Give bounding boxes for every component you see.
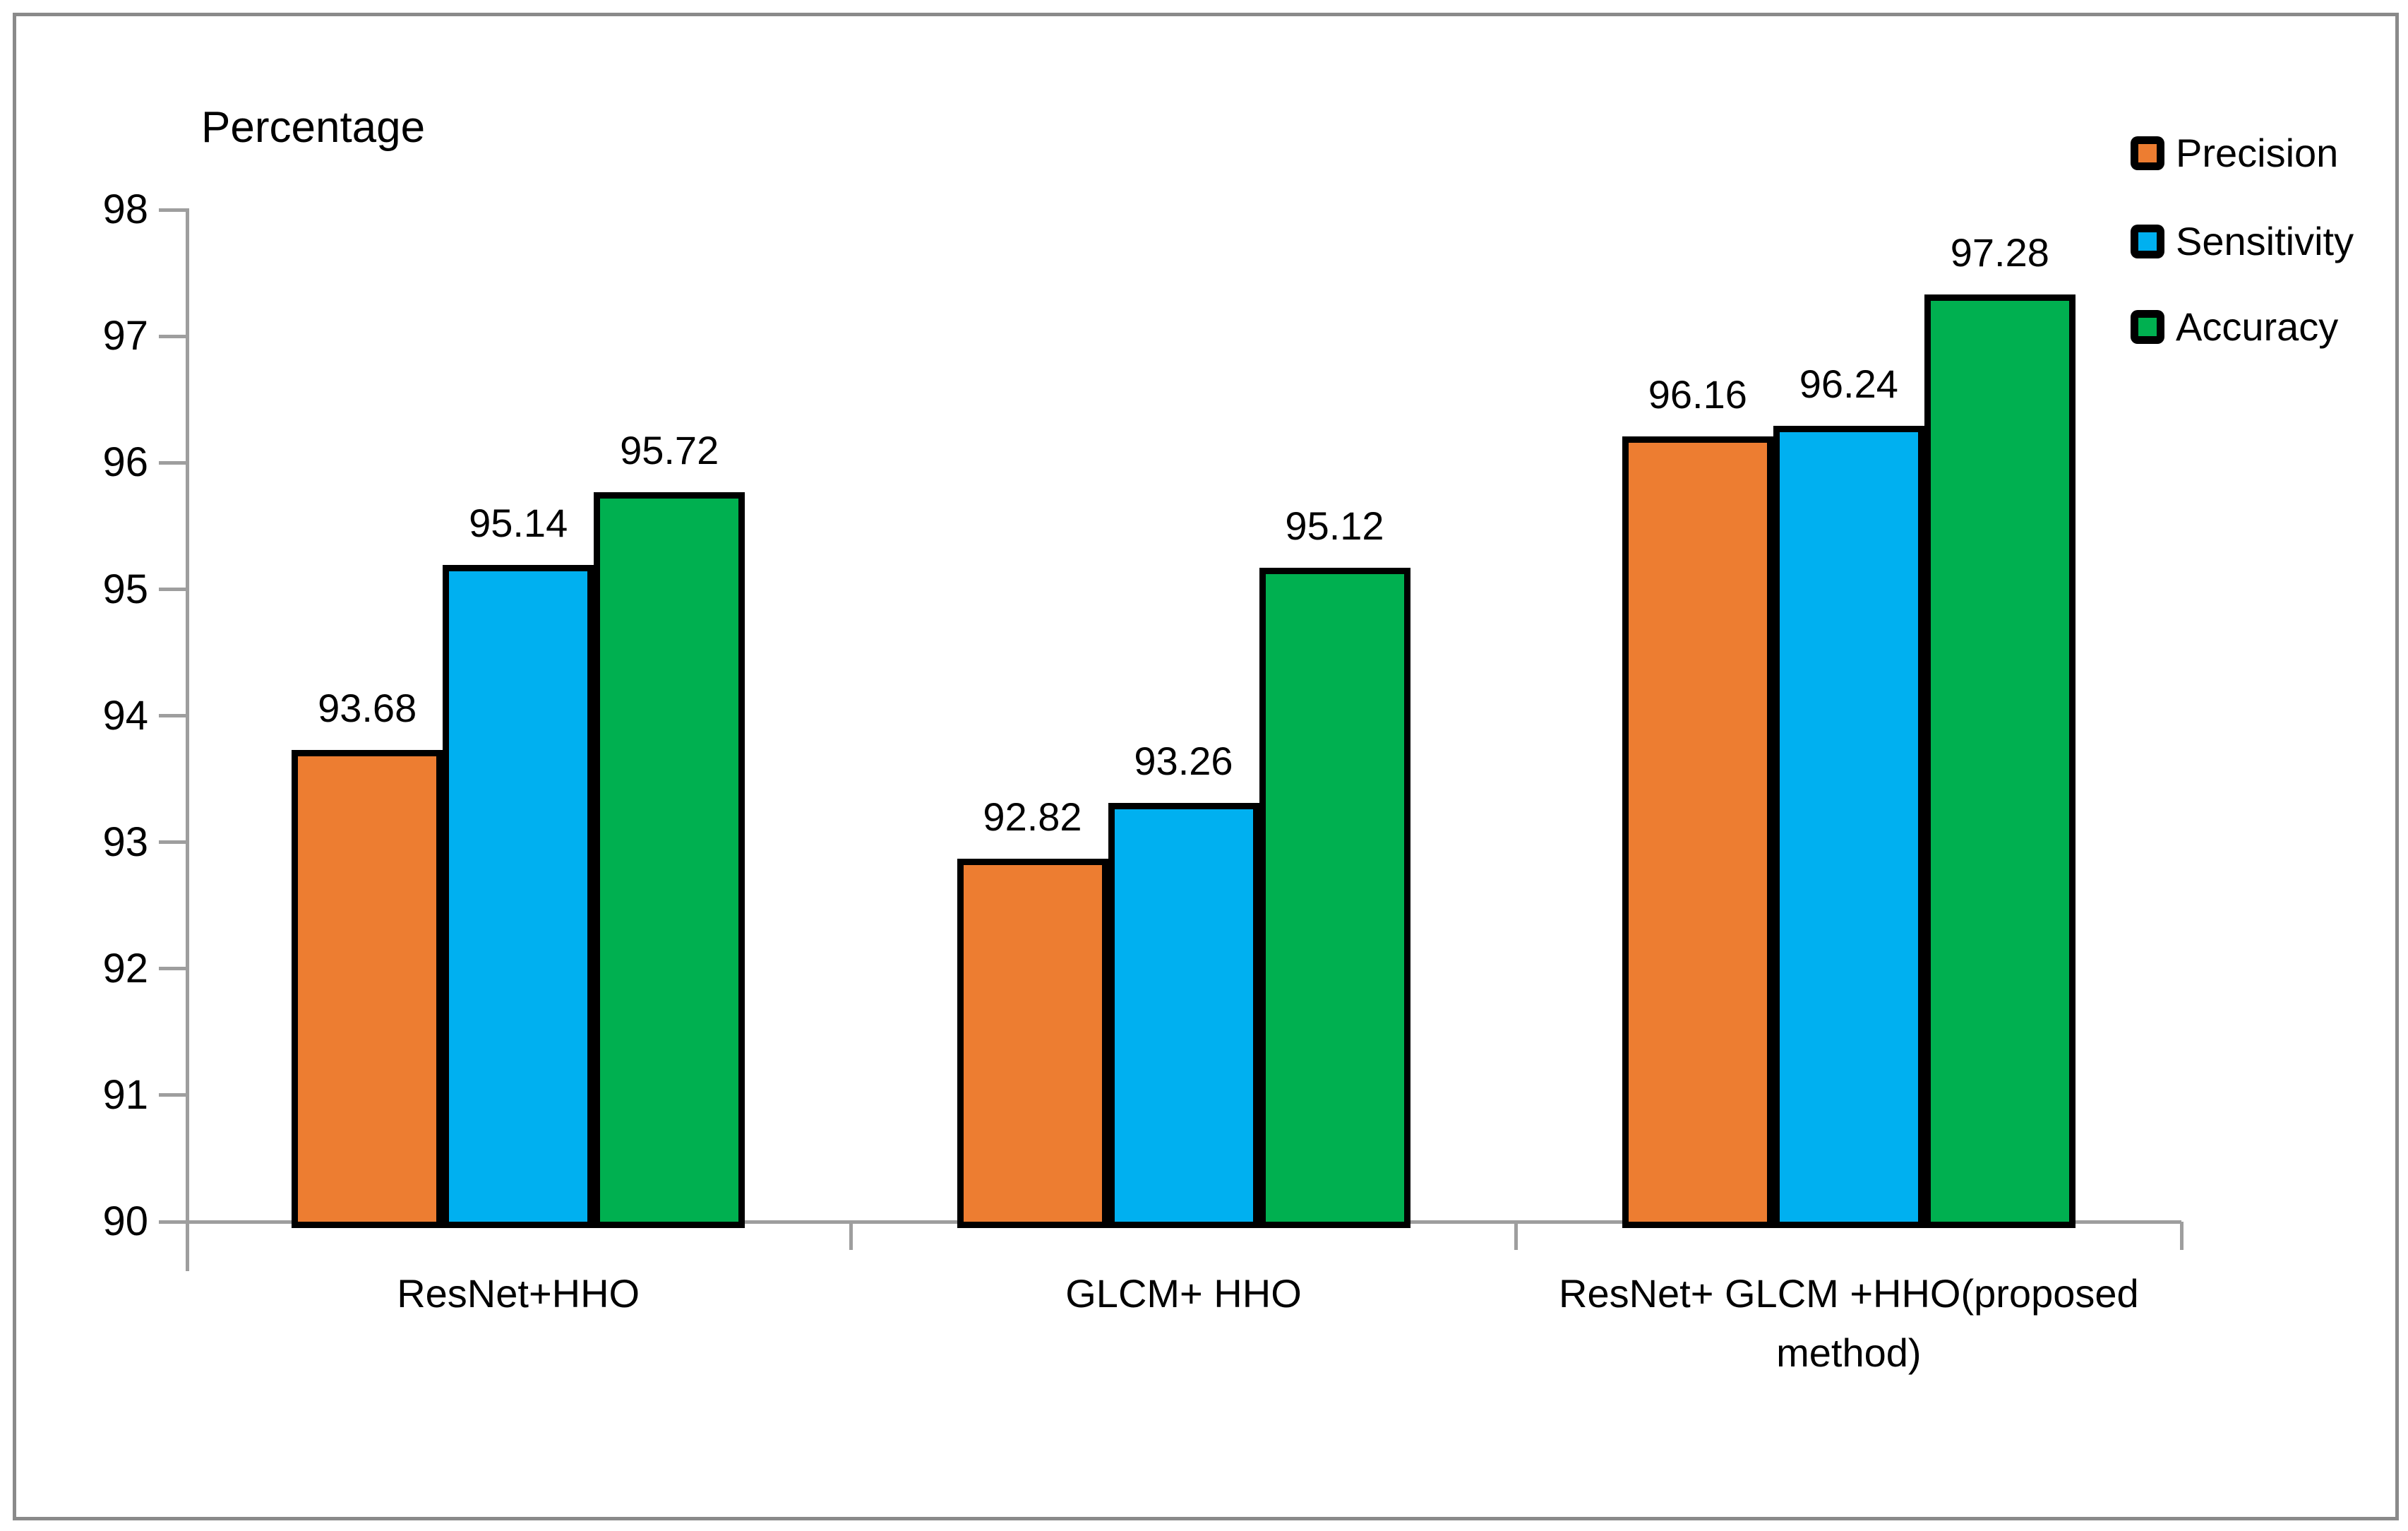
bar-accuracy	[594, 492, 745, 1228]
value-label: 96.24	[1799, 362, 1898, 407]
y-axis-tick	[159, 967, 186, 971]
y-tick-label: 95	[102, 566, 148, 612]
x-axis-tick	[1514, 1222, 1519, 1250]
value-label: 96.16	[1648, 371, 1747, 417]
bar-sensitivity	[1108, 803, 1259, 1228]
bar-precision	[1622, 436, 1773, 1228]
value-label: 97.28	[1950, 230, 2049, 275]
y-axis-tick	[159, 588, 186, 591]
y-tick-label: 92	[102, 945, 148, 991]
y-axis-tick	[159, 1093, 186, 1097]
value-label: 95.12	[1285, 504, 1384, 548]
category-label: GLCM+ HHO	[1065, 1271, 1302, 1316]
y-tick-label: 91	[102, 1071, 148, 1118]
y-tick-label: 93	[102, 818, 148, 865]
y-tick-label: 94	[102, 692, 148, 739]
value-label: 95.72	[620, 427, 719, 472]
y-tick-label: 90	[102, 1198, 148, 1244]
y-axis-tick	[159, 208, 186, 212]
y-axis-tick	[159, 840, 186, 845]
y-axis-tick	[159, 460, 186, 465]
category-label: ResNet+ GLCM +HHO(proposed method)	[1559, 1271, 2139, 1375]
y-axis-tick	[159, 1220, 186, 1224]
x-axis-tick	[2179, 1222, 2184, 1250]
bar-sensitivity	[443, 565, 594, 1228]
value-label: 93.26	[1134, 739, 1233, 784]
y-axis-line	[186, 208, 189, 1271]
category-label: ResNet+HHO	[397, 1271, 640, 1316]
value-label: 92.82	[983, 794, 1082, 839]
value-label: 93.68	[318, 685, 417, 730]
chart-frame	[13, 13, 2399, 1520]
bar-precision	[957, 858, 1108, 1228]
y-tick-label: 97	[102, 313, 148, 359]
bar-sensitivity	[1773, 426, 1924, 1228]
y-axis-tick	[159, 334, 186, 338]
bar-accuracy	[1924, 294, 2075, 1228]
bar-accuracy	[1259, 568, 1410, 1228]
x-axis-tick	[849, 1222, 853, 1250]
y-tick-label: 98	[102, 186, 148, 233]
chart-title: Percentage	[201, 103, 426, 152]
y-tick-label: 96	[102, 439, 148, 486]
bar-precision	[292, 749, 443, 1228]
y-axis-tick	[159, 714, 186, 718]
value-label: 95.14	[469, 501, 568, 546]
